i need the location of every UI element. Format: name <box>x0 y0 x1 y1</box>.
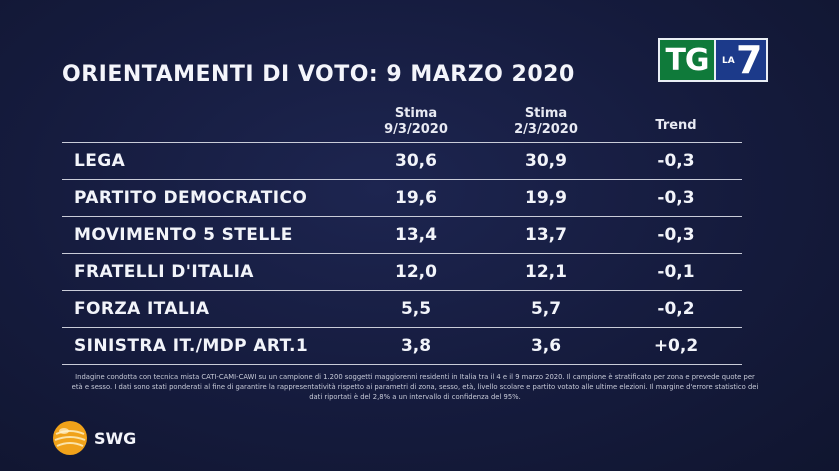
value-stima-9-3: 19,6 <box>395 188 437 208</box>
table-row: FRATELLI D'ITALIA 12,0 12,1 -0,1 <box>62 254 742 290</box>
col-header-label: Trend <box>655 118 697 133</box>
value-trend: -0,3 <box>657 151 695 171</box>
la-logo-text: LA <box>722 56 735 66</box>
row-divider <box>62 142 742 143</box>
row-divider <box>62 327 742 328</box>
value-stima-2-3: 19,9 <box>525 188 567 208</box>
value-stima-9-3: 13,4 <box>395 225 437 245</box>
swg-globe-icon <box>53 421 87 455</box>
party-name: MOVIMENTO 5 STELLE <box>74 225 293 245</box>
table-row: LEGA 30,6 30,9 -0,3 <box>62 143 742 179</box>
row-divider <box>62 253 742 254</box>
value-stima-2-3: 13,7 <box>525 225 567 245</box>
la7-logo-mark: LA 7 <box>716 38 768 82</box>
seven-logo-text: 7 <box>736 38 763 82</box>
value-stima-2-3: 12,1 <box>525 262 567 282</box>
col-header-label: Stima <box>394 106 438 121</box>
col-header-trend: Trend <box>636 118 716 134</box>
party-name: FORZA ITALIA <box>74 299 210 319</box>
table-row: SINISTRA IT./MDP ART.1 3,8 3,6 +0,2 <box>62 328 742 364</box>
tg-logo-mark: TG <box>658 38 716 82</box>
methodology-note: Indagine condotta con tecnica mista CATI… <box>71 373 759 401</box>
tg-la7-logo: TG LA 7 <box>658 38 768 82</box>
value-stima-9-3: 3,8 <box>400 336 432 356</box>
swg-logo-text: SWG <box>94 428 137 448</box>
party-name: PARTITO DEMOCRATICO <box>74 188 308 208</box>
table-row: MOVIMENTO 5 STELLE 13,4 13,7 -0,3 <box>62 217 742 253</box>
swg-logo: SWG <box>50 418 136 458</box>
value-trend: -0,2 <box>657 299 695 319</box>
value-trend: -0,3 <box>657 188 695 208</box>
value-stima-2-3: 3,6 <box>530 336 562 356</box>
row-divider <box>62 216 742 217</box>
value-trend: -0,3 <box>657 225 695 245</box>
chart-title: ORIENTAMENTI DI VOTO: 9 MARZO 2020 <box>62 62 575 87</box>
party-name: SINISTRA IT./MDP ART.1 <box>74 336 309 356</box>
value-stima-2-3: 5,7 <box>530 299 562 319</box>
row-divider <box>62 364 742 365</box>
value-stima-9-3: 12,0 <box>395 262 437 282</box>
value-stima-9-3: 30,6 <box>395 151 437 171</box>
party-name: FRATELLI D'ITALIA <box>74 262 254 282</box>
col-header-stima-9-3: Stima 9/3/2020 <box>376 106 456 138</box>
value-trend: +0,2 <box>653 336 699 356</box>
col-header-date: 2/3/2020 <box>514 122 578 137</box>
table-row: PARTITO DEMOCRATICO 19,6 19,9 -0,3 <box>62 180 742 216</box>
row-divider <box>62 290 742 291</box>
party-name: LEGA <box>74 151 126 171</box>
value-stima-9-3: 5,5 <box>400 299 432 319</box>
col-header-stima-2-3: Stima 2/3/2020 <box>506 106 586 138</box>
row-divider <box>62 179 742 180</box>
col-header-date: 9/3/2020 <box>384 122 448 137</box>
col-header-label: Stima <box>524 106 568 121</box>
table-row: FORZA ITALIA 5,5 5,7 -0,2 <box>62 291 742 327</box>
value-trend: -0,1 <box>657 262 695 282</box>
value-stima-2-3: 30,9 <box>525 151 567 171</box>
